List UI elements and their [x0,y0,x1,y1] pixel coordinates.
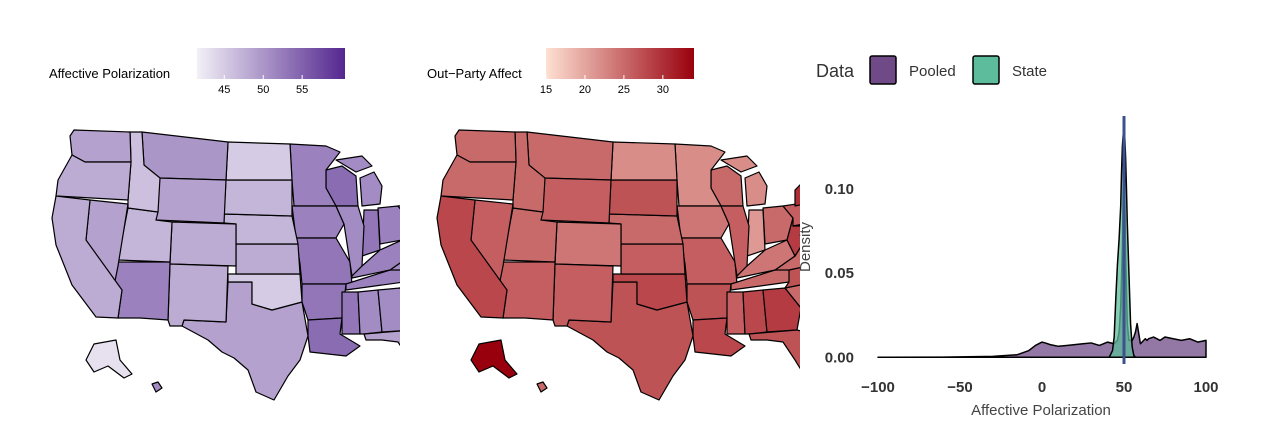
colorbar-tick-label: 20 [579,84,591,96]
state-kansas [620,243,686,275]
colorbar-tick-label: 45 [218,84,230,96]
colorbar-gradient [197,48,345,79]
state-colorado [169,221,237,267]
state-florida [363,329,437,387]
state-north-dakota [225,141,293,181]
state-louisiana [692,317,746,357]
density-x-tick-label: −50 [947,379,972,396]
density-legend-title: Data [816,61,855,81]
colorbar-tick-label: 15 [540,84,552,96]
state-indiana [746,209,766,257]
state-missouri [295,237,353,285]
state-arkansas [686,283,732,321]
out-party-affect-map: Out−Party Affect 15 20 25 30 [427,48,868,401]
state-arkansas [301,283,347,321]
legend-swatch-state [972,55,1000,85]
state-georgia [377,287,417,333]
state-michigan [720,155,768,207]
state-oregon [440,154,517,201]
state-hawaii [151,381,163,393]
state-montana [526,131,614,181]
map1-legend-title: Affective Polarization [49,66,170,81]
density-y-tick-label: 0.00 [825,349,854,366]
density-y-axis: 0.00 0.05 0.10 [825,181,854,366]
state-north-dakota [610,141,678,181]
state-iowa [291,205,345,239]
map2-states [436,127,868,401]
state-wyoming [540,177,612,224]
state-minnesota [674,143,726,207]
state-georgia [762,287,802,333]
colorbar-tick-label: 30 [657,84,669,96]
state-indiana [361,209,381,257]
affective-polarization-map-panel: Affective Polarization 45 50 55 [0,0,483,441]
colorbar-gradient [546,48,694,79]
state-california [51,195,123,319]
density-x-tick-label: 100 [1193,379,1218,396]
map1-colorbar-ticks: 45 50 55 [218,75,308,96]
state-new-mexico [552,263,614,327]
state-oklahoma [612,273,688,311]
map1-states [51,127,483,401]
map2-colorbar [546,48,694,79]
state-iowa [676,205,730,239]
map1-colorbar [197,48,345,79]
density-plot-area [877,116,1207,364]
legend-label-pooled: Pooled [909,63,956,80]
state-new-mexico [167,263,229,327]
density-x-axis: −100 −50 0 50 100 [861,379,1218,396]
state-mississippi [726,291,746,335]
density-x-tick-label: −100 [861,379,895,396]
state-washington [454,129,517,163]
state-oklahoma [227,273,303,311]
density-x-tick-label: 0 [1038,379,1046,396]
colorbar-tick-label: 55 [296,84,308,96]
map2-legend-title: Out−Party Affect [427,66,522,81]
state-california [436,195,508,319]
density-x-axis-label: Affective Polarization [971,402,1111,419]
state-missouri [680,237,738,285]
state-minnesota [289,143,341,207]
density-y-tick-label: 0.05 [825,265,854,282]
legend-label-state: State [1012,63,1047,80]
state-south-dakota [223,179,293,217]
state-oregon [55,154,132,201]
state-alaska [470,339,518,379]
colorbar-tick-label: 25 [618,84,630,96]
state-south-dakota [608,179,678,217]
state-washington [69,129,132,163]
state-kansas [235,243,301,275]
out-party-affect-map-panel: Out−Party Affect 15 20 25 30 [400,0,868,441]
density-chart: Data Pooled State 0.00 0.05 0.10 −100 −50 0 5… [797,55,1219,419]
density-chart-panel: Data Pooled State 0.00 0.05 0.10 −100 −50 0 5… [790,0,1263,441]
density-area-pooled [877,137,1207,359]
map2-colorbar-ticks: 15 20 25 30 [540,75,669,96]
state-montana [141,131,229,181]
state-ohio [377,205,409,245]
legend-swatch-pooled [869,55,897,85]
state-hawaii [536,381,548,393]
state-louisiana [307,317,361,357]
affective-polarization-map: Affective Polarization 45 50 55 [49,48,483,401]
density-y-tick-label: 0.10 [825,181,854,198]
state-alaska [85,339,133,379]
density-y-axis-label: Density [797,221,814,272]
colorbar-tick-label: 50 [257,84,269,96]
density-x-tick-label: 50 [1116,379,1133,396]
state-colorado [554,221,622,267]
state-michigan [335,155,383,207]
state-wyoming [155,177,227,224]
state-mississippi [341,291,361,335]
